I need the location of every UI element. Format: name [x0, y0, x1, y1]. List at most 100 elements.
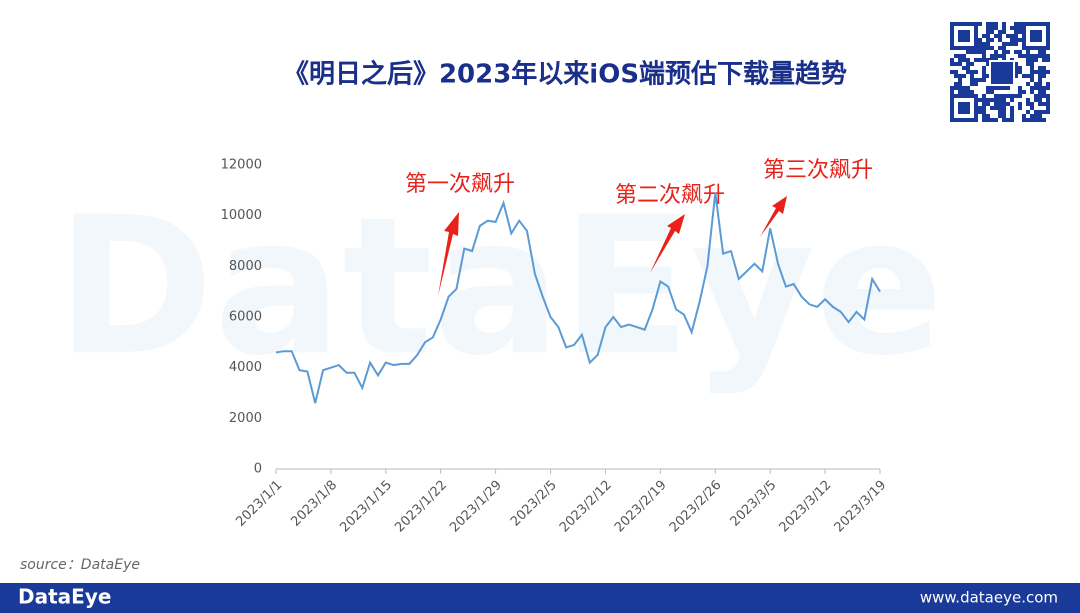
qr-module: [1002, 98, 1006, 102]
qr-module: [1042, 70, 1046, 74]
annotation: 第三次飙升: [763, 158, 873, 183]
qr-finder: [1022, 22, 1050, 50]
qr-module: [1038, 66, 1042, 70]
qr-module: [1014, 42, 1018, 46]
qr-module: [978, 50, 982, 54]
qr-module: [1014, 34, 1018, 38]
qr-module: [1038, 50, 1042, 54]
qr-module: [1018, 50, 1022, 54]
qr-module: [982, 34, 986, 38]
qr-module: [1034, 94, 1038, 98]
qr-finder: [950, 22, 978, 50]
qr-module: [986, 42, 990, 46]
qr-module: [1006, 94, 1010, 98]
qr-module: [1014, 38, 1018, 42]
footer-url: www.dataeye.com: [920, 589, 1058, 607]
qr-module: [954, 86, 958, 90]
qr-module: [1018, 30, 1022, 34]
x-tick-label: 2023/2/26: [667, 478, 725, 536]
qr-module: [958, 54, 962, 58]
chart-title: 《明日之后》2023年以来iOS端预估下载量趋势: [283, 59, 847, 90]
qr-module: [1034, 98, 1038, 102]
qr-module: [1042, 74, 1046, 78]
qr-module: [1030, 66, 1034, 70]
qr-module: [1038, 86, 1042, 90]
qr-module: [1002, 94, 1006, 98]
qr-module: [1046, 54, 1050, 58]
qr-module: [1042, 58, 1046, 62]
qr-module: [1038, 54, 1042, 58]
qr-module: [970, 74, 974, 78]
qr-module: [986, 62, 990, 66]
qr-module: [962, 54, 966, 58]
qr-module: [1030, 118, 1034, 122]
qr-module: [1010, 34, 1014, 38]
qr-module: [1010, 94, 1014, 98]
qr-module: [1034, 58, 1038, 62]
qr-module: [970, 78, 974, 82]
qr-module: [974, 82, 978, 86]
qr-module: [1002, 114, 1006, 118]
qr-module: [990, 26, 994, 30]
qr-module: [1006, 86, 1010, 90]
qr-module: [986, 46, 990, 50]
qr-module: [1002, 30, 1006, 34]
qr-module: [1010, 110, 1014, 114]
x-tick-label: 2023/1/15: [337, 478, 395, 536]
qr-module: [1034, 118, 1038, 122]
qr-module: [994, 26, 998, 30]
qr-module: [1006, 50, 1010, 54]
qr-module: [1002, 106, 1006, 110]
qr-module: [1038, 102, 1042, 106]
qr-module: [970, 62, 974, 66]
qr-module: [1014, 62, 1018, 66]
qr-module: [950, 58, 954, 62]
qr-module: [998, 34, 1002, 38]
qr-module: [990, 22, 994, 26]
qr-module: [974, 58, 978, 62]
qr-module: [986, 86, 990, 90]
x-tick-label: 2023/1/29: [447, 478, 505, 536]
qr-module: [986, 22, 990, 26]
qr-module: [958, 86, 962, 90]
qr-module: [1026, 58, 1030, 62]
qr-module: [966, 90, 970, 94]
qr-module: [1010, 106, 1014, 110]
arrow: [760, 196, 787, 237]
qr-module: [1038, 110, 1042, 114]
qr-module: [1034, 82, 1038, 86]
qr-module: [1038, 114, 1042, 118]
qr-module: [1006, 34, 1010, 38]
qr-module: [1006, 118, 1010, 122]
qr-module: [1030, 106, 1034, 110]
qr-module: [998, 86, 1002, 90]
qr-module: [970, 70, 974, 74]
qr-module: [1014, 66, 1018, 70]
qr-module: [1042, 86, 1046, 90]
qr-module: [1026, 98, 1030, 102]
series-line: [275, 192, 881, 404]
x-tick-label: 2023/3/12: [777, 478, 835, 536]
qr-module: [990, 106, 994, 110]
qr-module: [958, 78, 962, 82]
qr-module: [954, 62, 958, 66]
qr-module: [982, 118, 986, 122]
qr-module: [974, 50, 978, 54]
qr-module: [1038, 70, 1042, 74]
x-tick-label: 2023/3/19: [832, 478, 890, 536]
qr-module: [962, 90, 966, 94]
qr-module: [1046, 102, 1050, 106]
qr-module: [990, 38, 994, 42]
qr-module: [1030, 58, 1034, 62]
qr-module: [982, 50, 986, 54]
qr-module: [986, 58, 990, 62]
qr-module: [978, 78, 982, 82]
qr-module: [1010, 118, 1014, 122]
qr-module: [1030, 102, 1034, 106]
qr-module: [1046, 94, 1050, 98]
qr-module: [994, 106, 998, 110]
qr-module: [1034, 114, 1038, 118]
qr-module: [1006, 102, 1010, 106]
qr-module: [990, 30, 994, 34]
qr-finder: [958, 30, 970, 42]
